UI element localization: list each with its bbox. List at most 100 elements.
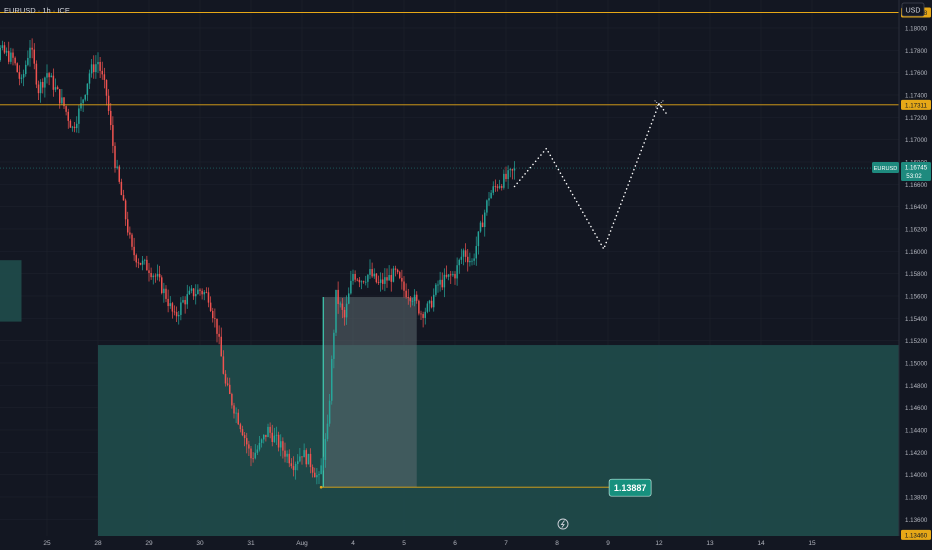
candle-body xyxy=(154,275,157,277)
demand-zone[interactable] xyxy=(98,345,899,536)
candle-body xyxy=(401,277,403,282)
candle-body xyxy=(392,268,395,282)
candle-body xyxy=(65,106,67,112)
time-axis[interactable] xyxy=(0,536,899,550)
candle-body xyxy=(226,383,229,385)
candle-body xyxy=(511,169,514,171)
y-tick-label: 1.15000 xyxy=(905,360,928,367)
candle-body xyxy=(243,435,246,439)
candle-body xyxy=(54,87,57,90)
candle-body xyxy=(384,277,386,284)
candle-body xyxy=(471,260,473,262)
candle-body xyxy=(131,234,133,247)
candle-body xyxy=(124,200,127,220)
candle-body xyxy=(316,475,318,478)
symbol-price-tag xyxy=(872,162,899,174)
x-tick-label: 9 xyxy=(606,540,610,547)
candle-body xyxy=(409,298,412,302)
candle-body xyxy=(288,453,290,464)
bottom-price-label: 1.13460 xyxy=(905,532,928,539)
candle-body xyxy=(365,281,367,283)
y-tick-label: 1.17600 xyxy=(905,70,928,77)
candle-body xyxy=(199,289,201,291)
candle-body xyxy=(462,250,465,257)
position-target-box[interactable] xyxy=(323,297,417,488)
y-tick-label: 1.16200 xyxy=(905,226,928,233)
candle-body xyxy=(27,57,29,65)
demand-zone[interactable] xyxy=(0,260,22,322)
candle-body xyxy=(214,318,216,319)
candle-body xyxy=(39,81,42,94)
candle-body xyxy=(305,450,307,465)
candle-body xyxy=(205,292,208,293)
currency-button-label: USD xyxy=(906,8,921,15)
candle-body xyxy=(469,260,471,263)
candle-body xyxy=(501,186,503,188)
candle-body xyxy=(63,97,65,107)
candle-body xyxy=(218,333,220,337)
candle-body xyxy=(3,45,6,53)
x-tick-label: 7 xyxy=(504,540,508,547)
candle-body xyxy=(203,292,205,295)
candle-body xyxy=(488,198,490,201)
current-price-label: 1.16745 xyxy=(905,165,928,172)
horizontal-levels[interactable] xyxy=(0,12,899,489)
candle-body xyxy=(362,281,365,283)
candle-body xyxy=(180,302,182,315)
y-tick-label: 1.14400 xyxy=(905,427,928,434)
candle-body xyxy=(105,79,108,96)
candle-body xyxy=(190,288,193,291)
candle-body xyxy=(454,274,456,279)
candle-body xyxy=(141,260,144,265)
candle-body xyxy=(67,111,69,121)
y-tick-label: 1.14600 xyxy=(905,405,928,412)
candle-series xyxy=(0,38,516,485)
candle-body xyxy=(505,173,507,179)
bottom-price-tag xyxy=(901,529,931,540)
candle-body xyxy=(326,423,329,440)
candle-body xyxy=(360,281,363,283)
candle-body xyxy=(169,303,171,307)
candle-body xyxy=(95,64,97,73)
candle-body xyxy=(301,456,303,458)
candle-body xyxy=(222,356,225,374)
x-tick-label: 12 xyxy=(655,540,663,547)
projection-arrow-icon xyxy=(654,100,664,109)
candle-body xyxy=(8,51,10,62)
scroll-to-realtime-icon[interactable] xyxy=(557,518,569,530)
candle-body xyxy=(328,400,331,424)
projection-zigzag[interactable] xyxy=(513,102,669,251)
long-position-tool[interactable] xyxy=(322,297,417,488)
symbol-tag-label: EURUSD xyxy=(874,166,898,172)
candle-body xyxy=(29,47,31,58)
candle-body xyxy=(252,458,254,460)
candle-body xyxy=(464,250,467,257)
candle-body xyxy=(209,302,212,311)
x-tick-label: 15 xyxy=(808,540,816,547)
candle-body xyxy=(146,259,148,271)
price-axis[interactable] xyxy=(899,0,932,550)
candle-body xyxy=(358,279,361,283)
candle-body xyxy=(90,64,93,74)
countdown-label: 53:02 xyxy=(906,173,922,180)
candle-body xyxy=(390,275,392,282)
candle-body xyxy=(20,77,23,79)
symbol-title: EURUSD · 1h · ICE xyxy=(4,6,70,15)
projection-path[interactable] xyxy=(513,100,669,251)
candle-body xyxy=(375,273,378,283)
candle-body xyxy=(16,63,18,73)
candle-body xyxy=(212,310,214,319)
y-tick-label: 1.14000 xyxy=(905,472,928,479)
candle-body xyxy=(350,280,352,294)
currency-button[interactable]: USD xyxy=(901,2,925,17)
candle-body xyxy=(450,274,452,276)
candle-body xyxy=(139,262,142,265)
candle-body xyxy=(452,274,454,276)
candle-body xyxy=(167,298,169,307)
candle-body xyxy=(184,300,186,305)
candle-body xyxy=(411,301,414,302)
y-tick-label: 1.17800 xyxy=(905,48,928,55)
candle-body xyxy=(263,434,265,440)
candle-body xyxy=(320,465,322,475)
